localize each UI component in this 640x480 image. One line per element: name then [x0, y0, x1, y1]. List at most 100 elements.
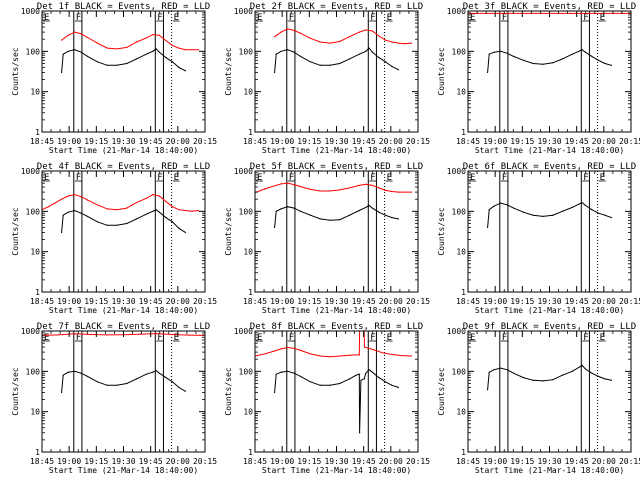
series-point: [67, 195, 69, 197]
events-series-line: [487, 364, 612, 390]
series-point: [96, 221, 99, 223]
x-tick-label: 19:30: [324, 297, 348, 306]
x-axis-label: Start Time (21-Mar-14 18:40:00): [262, 466, 411, 475]
x-tick-label: 20:15: [193, 457, 217, 466]
x-tick-label: 19:30: [537, 457, 561, 466]
series-point: [280, 183, 282, 185]
series-point: [410, 42, 413, 44]
series-point: [264, 188, 266, 190]
y-tick-label: 10: [456, 88, 466, 97]
x-tick-label: 19:45: [352, 297, 376, 306]
panel-title: Det 4f BLACK = Events, RED = LLD: [37, 162, 210, 172]
series-point: [388, 353, 390, 355]
events-series-line: [487, 202, 612, 228]
vline-label: E: [44, 333, 49, 343]
series-point: [126, 46, 128, 49]
x-tick-label: 19:00: [270, 457, 294, 466]
y-tick-label: 1: [35, 288, 40, 297]
series-point: [571, 53, 573, 55]
y-tick-label: 10: [243, 408, 253, 417]
series-point: [329, 64, 331, 66]
vline-label: F: [583, 13, 588, 23]
series-point: [74, 370, 76, 372]
series-point: [384, 381, 386, 383]
series-point: [500, 50, 502, 52]
x-axis-label: Start Time (21-Mar-14 18:40:00): [262, 306, 411, 315]
series-point: [191, 49, 193, 51]
series-point: [584, 51, 586, 53]
series-point: [363, 378, 365, 380]
series-point: [178, 386, 180, 388]
x-tick-label: 19:15: [510, 137, 534, 146]
series-point: [384, 214, 386, 216]
series-point: [184, 49, 187, 51]
series-point: [152, 193, 154, 196]
series-point: [348, 36, 351, 38]
series-point: [397, 218, 400, 220]
series-point: [371, 207, 373, 209]
lld-series-line: [42, 194, 199, 212]
x-tick-label: 20:15: [619, 297, 640, 306]
series-point: [319, 41, 321, 43]
vline-label: E: [257, 333, 262, 343]
series-point: [293, 51, 295, 53]
x-tick-label: 18:45: [243, 297, 267, 306]
y-tick-label: 1: [461, 288, 466, 297]
plot-frame: [467, 170, 632, 293]
y-tick-label: 100: [452, 367, 467, 376]
series-point: [597, 375, 600, 377]
vline-label: F: [76, 333, 81, 343]
series-point: [264, 353, 266, 355]
series-point: [184, 209, 187, 212]
y-tick-label: 1000: [234, 167, 253, 176]
series-point: [329, 356, 331, 358]
series-point: [60, 391, 63, 394]
series-point: [280, 348, 282, 350]
vline-label: F: [502, 13, 507, 23]
series-point: [365, 50, 367, 52]
panel-title: Det 6f BLACK = Events, RED = LLD: [463, 162, 636, 172]
x-tick-label: 19:45: [565, 457, 589, 466]
x-tick-label: 19:15: [84, 297, 108, 306]
series-point: [145, 373, 147, 375]
series-point: [339, 189, 341, 191]
series-point: [578, 50, 580, 52]
vline-label: F: [157, 173, 162, 183]
y-tick-label: 100: [452, 47, 467, 56]
series-point: [513, 55, 515, 57]
series-point: [309, 61, 312, 63]
series-point: [610, 64, 613, 66]
series-point: [375, 349, 377, 352]
series-point: [493, 51, 495, 53]
series-point: [273, 71, 276, 74]
series-point: [106, 334, 108, 336]
x-tick-label: 19:00: [483, 457, 507, 466]
x-tick-label: 18:45: [30, 137, 54, 146]
y-axis-label: Counts/sec: [437, 367, 446, 415]
vline-label: E: [257, 173, 262, 183]
series-point: [145, 37, 147, 39]
vline-label: E: [44, 13, 49, 23]
series-point: [135, 201, 138, 204]
vline-label: F: [157, 13, 162, 23]
y-tick-label: 100: [26, 367, 41, 376]
series-point: [155, 48, 157, 50]
series-point: [365, 183, 367, 185]
series-point: [287, 370, 289, 372]
y-tick-label: 100: [239, 47, 254, 56]
series-point: [561, 58, 564, 60]
x-tick-label: 19:45: [352, 457, 376, 466]
series-point: [96, 381, 99, 383]
y-tick-label: 10: [456, 408, 466, 417]
series-point: [300, 32, 302, 34]
series-point: [500, 202, 502, 204]
series-point: [273, 185, 276, 187]
series-point: [597, 212, 600, 214]
series-group: [486, 364, 613, 391]
series-point: [152, 210, 154, 212]
series-point: [522, 59, 525, 61]
y-tick-label: 10: [243, 248, 253, 257]
series-point: [371, 184, 373, 186]
series-point: [158, 372, 160, 374]
